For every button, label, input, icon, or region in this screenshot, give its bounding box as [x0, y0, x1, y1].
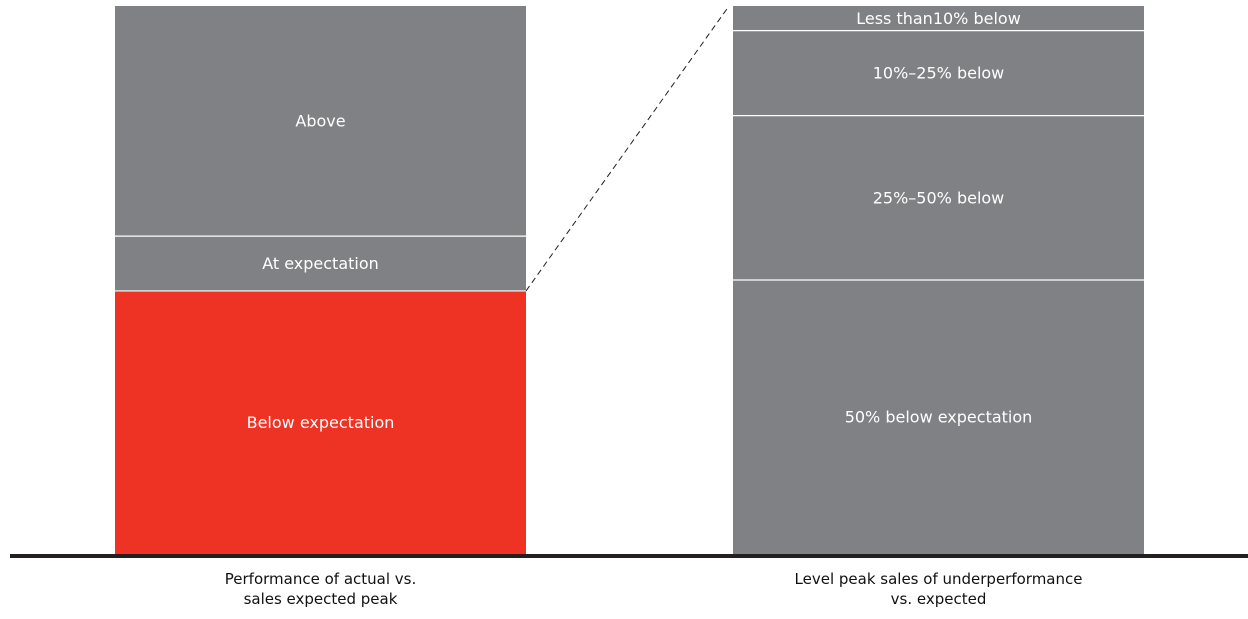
bar-0-segment-2-label: Above — [295, 112, 345, 131]
bar-1-segment-2-label: 10%–25% below — [873, 64, 1005, 83]
bar-0-segment-1 — [115, 236, 526, 291]
category-1-label-line-1: vs. expected — [891, 590, 987, 608]
bar-1-segment-1-label: 25%–50% below — [873, 188, 1005, 207]
bar-1-segment-2 — [733, 30, 1144, 116]
bar-1-segment-3-label: Less than10% below — [856, 9, 1021, 28]
bar-1-segment-1 — [733, 115, 1144, 280]
bar-1-segment-3 — [733, 6, 1144, 31]
bar-0-segment-2 — [115, 6, 526, 237]
bars-layer: Below expectation At expectation Above 50% … — [115, 6, 1144, 554]
category-0-label-line-0: Performance of actual vs. — [225, 570, 416, 588]
connector-layer — [525, 5, 730, 292]
category-labels: Performance of actual vs. sales expected … — [225, 570, 1083, 608]
bar-1-segment-0-label: 50% below expectation — [845, 408, 1033, 427]
bar-1-segment-0 — [733, 280, 1144, 554]
bar-0-segment-1-label: At expectation — [262, 254, 379, 273]
category-1-label-line-0: Level peak sales of underperformance — [795, 570, 1083, 588]
zoom-connector-line — [525, 5, 730, 292]
bar-0-segment-0 — [115, 290, 526, 554]
bar-0-segment-0-label: Below expectation — [247, 413, 395, 432]
category-0-label-line-1: sales expected peak — [244, 590, 398, 608]
